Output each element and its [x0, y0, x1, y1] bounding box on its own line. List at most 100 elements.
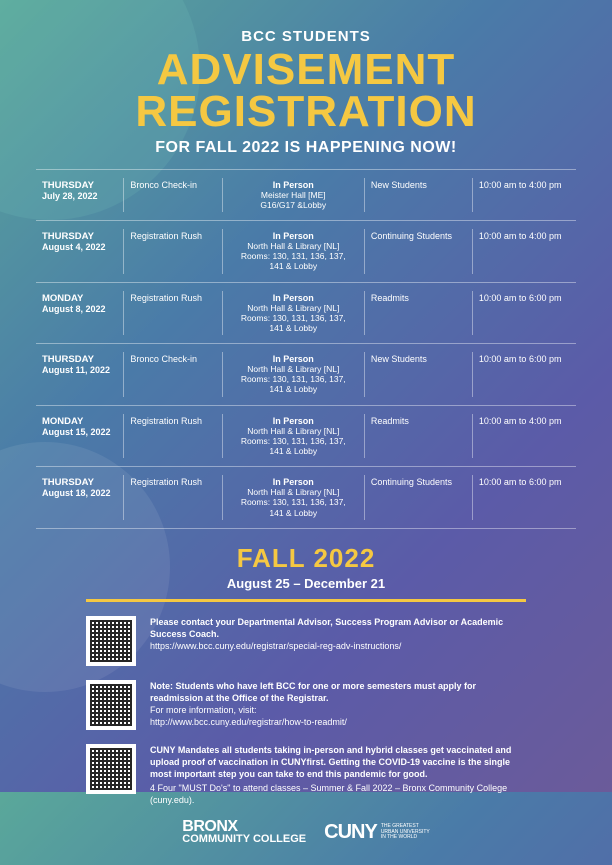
- col-time: 10:00 am to 4:00 pm: [473, 178, 576, 212]
- event-name: Registration Rush: [130, 293, 215, 303]
- location-detail: North Hall & Library [NL]Rooms: 130, 131…: [229, 241, 358, 272]
- col-audience: New Students: [365, 352, 473, 397]
- col-event: Registration Rush: [124, 291, 222, 336]
- col-event: Registration Rush: [124, 475, 222, 520]
- info-bold: CUNY Mandates all students taking in-per…: [150, 744, 526, 780]
- title-line2: REGISTRATION: [135, 87, 476, 136]
- info-row: CUNY Mandates all students taking in-per…: [86, 744, 526, 807]
- event-name: Bronco Check-in: [130, 354, 215, 364]
- info-text: Please contact your Departmental Advisor…: [150, 616, 526, 652]
- info-bold: Please contact your Departmental Advisor…: [150, 616, 526, 640]
- col-time: 10:00 am to 6:00 pm: [473, 352, 576, 397]
- fall-title: FALL 2022: [36, 543, 576, 574]
- info-link: https://www.bcc.cuny.edu/registrar/speci…: [150, 640, 526, 652]
- audience-label: New Students: [371, 354, 466, 364]
- col-date: THURSDAY August 4, 2022: [36, 229, 124, 274]
- col-time: 10:00 am to 4:00 pm: [473, 414, 576, 459]
- bcc-logo: BRONX COMMUNITY COLLEGE: [182, 820, 306, 844]
- schedule-row: THURSDAY August 4, 2022 Registration Rus…: [36, 220, 576, 282]
- info-text: CUNY Mandates all students taking in-per…: [150, 744, 526, 807]
- audience-label: Continuing Students: [371, 477, 466, 487]
- qr-code-icon: [86, 680, 136, 730]
- time-label: 10:00 am to 6:00 pm: [479, 477, 570, 487]
- time-label: 10:00 am to 4:00 pm: [479, 231, 570, 241]
- divider-line: [86, 599, 526, 602]
- audience-label: Readmits: [371, 293, 466, 303]
- col-location: In Person Meister Hall [ME]G16/G17 &Lobb…: [223, 178, 365, 212]
- location-title: In Person: [229, 416, 358, 426]
- date-label: August 8, 2022: [42, 304, 117, 314]
- col-location: In Person North Hall & Library [NL]Rooms…: [223, 229, 365, 274]
- main-title: ADVISEMENT REGISTRATION: [36, 49, 576, 133]
- logos: BRONX COMMUNITY COLLEGE CUNY THE GREATES…: [36, 820, 576, 844]
- location-title: In Person: [229, 477, 358, 487]
- qr-code-icon: [86, 616, 136, 666]
- col-location: In Person North Hall & Library [NL]Rooms…: [223, 291, 365, 336]
- schedule-row: MONDAY August 15, 2022 Registration Rush…: [36, 405, 576, 467]
- info-row: Please contact your Departmental Advisor…: [86, 616, 526, 666]
- location-title: In Person: [229, 180, 358, 190]
- col-time: 10:00 am to 4:00 pm: [473, 229, 576, 274]
- info-note: 4 Four "MUST Do's" to attend classes – S…: [150, 782, 526, 806]
- col-location: In Person North Hall & Library [NL]Rooms…: [223, 352, 365, 397]
- day-label: THURSDAY: [42, 180, 117, 191]
- col-date: THURSDAY July 28, 2022: [36, 178, 124, 212]
- time-label: 10:00 am to 4:00 pm: [479, 180, 570, 190]
- location-detail: Meister Hall [ME]G16/G17 &Lobby: [229, 190, 358, 210]
- time-label: 10:00 am to 6:00 pm: [479, 354, 570, 364]
- audience-label: Continuing Students: [371, 231, 466, 241]
- info-text: Note: Students who have left BCC for one…: [150, 680, 526, 729]
- col-location: In Person North Hall & Library [NL]Rooms…: [223, 475, 365, 520]
- day-label: THURSDAY: [42, 477, 117, 488]
- col-time: 10:00 am to 6:00 pm: [473, 475, 576, 520]
- col-event: Registration Rush: [124, 414, 222, 459]
- col-audience: Readmits: [365, 414, 473, 459]
- col-event: Bronco Check-in: [124, 178, 222, 212]
- col-audience: Readmits: [365, 291, 473, 336]
- bcc-logo-top: BRONX: [182, 820, 237, 834]
- location-detail: North Hall & Library [NL]Rooms: 130, 131…: [229, 426, 358, 457]
- location-detail: North Hall & Library [NL]Rooms: 130, 131…: [229, 303, 358, 334]
- col-date: MONDAY August 8, 2022: [36, 291, 124, 336]
- col-date: THURSDAY August 11, 2022: [36, 352, 124, 397]
- cuny-logo-sub: THE GREATESTURBAN UNIVERSITYIN THE WORLD: [381, 824, 430, 841]
- audience-label: Readmits: [371, 416, 466, 426]
- header: BCC STUDENTS ADVISEMENT REGISTRATION FOR…: [36, 28, 576, 157]
- col-event: Registration Rush: [124, 229, 222, 274]
- qr-code-icon: [86, 744, 136, 794]
- location-detail: North Hall & Library [NL]Rooms: 130, 131…: [229, 364, 358, 395]
- col-event: Bronco Check-in: [124, 352, 222, 397]
- event-name: Registration Rush: [130, 231, 215, 241]
- col-date: THURSDAY August 18, 2022: [36, 475, 124, 520]
- event-name: Bronco Check-in: [130, 180, 215, 190]
- col-audience: Continuing Students: [365, 229, 473, 274]
- day-label: MONDAY: [42, 293, 117, 304]
- col-time: 10:00 am to 6:00 pm: [473, 291, 576, 336]
- col-location: In Person North Hall & Library [NL]Rooms…: [223, 414, 365, 459]
- info-bold: Note: Students who have left BCC for one…: [150, 680, 526, 704]
- schedule-row: THURSDAY August 18, 2022 Registration Ru…: [36, 466, 576, 529]
- day-label: THURSDAY: [42, 354, 117, 365]
- col-audience: New Students: [365, 178, 473, 212]
- day-label: MONDAY: [42, 416, 117, 427]
- subtitle: FOR FALL 2022 IS HAPPENING NOW!: [36, 139, 576, 157]
- schedule-row: THURSDAY August 11, 2022 Bronco Check-in…: [36, 343, 576, 405]
- location-title: In Person: [229, 293, 358, 303]
- col-date: MONDAY August 15, 2022: [36, 414, 124, 459]
- col-audience: Continuing Students: [365, 475, 473, 520]
- schedule-row: THURSDAY July 28, 2022 Bronco Check-in I…: [36, 169, 576, 220]
- pretitle: BCC STUDENTS: [36, 28, 576, 45]
- date-label: August 15, 2022: [42, 427, 117, 437]
- fall-section: FALL 2022 August 25 – December 21: [36, 543, 576, 591]
- time-label: 10:00 am to 6:00 pm: [479, 293, 570, 303]
- date-label: August 4, 2022: [42, 242, 117, 252]
- info-row: Note: Students who have left BCC for one…: [86, 680, 526, 730]
- schedule-table: THURSDAY July 28, 2022 Bronco Check-in I…: [36, 169, 576, 529]
- date-label: August 11, 2022: [42, 365, 117, 375]
- event-name: Registration Rush: [130, 416, 215, 426]
- location-title: In Person: [229, 354, 358, 364]
- date-label: July 28, 2022: [42, 191, 117, 201]
- info-blocks: Please contact your Departmental Advisor…: [36, 616, 576, 807]
- cuny-logo-main: CUNY: [324, 821, 377, 844]
- event-name: Registration Rush: [130, 477, 215, 487]
